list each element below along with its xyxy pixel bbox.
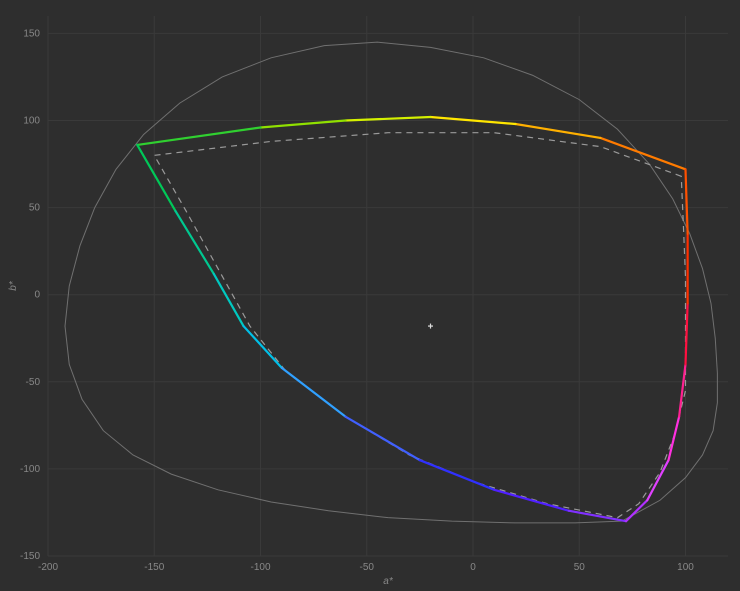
y-tick-label: -150	[20, 551, 40, 562]
plot-background	[0, 0, 740, 591]
y-tick-label: 150	[23, 28, 40, 39]
x-tick-label: 0	[470, 562, 476, 573]
x-tick-label: -100	[250, 562, 270, 573]
y-axis-label: b*	[8, 280, 19, 291]
x-tick-label: -50	[360, 562, 375, 573]
x-axis-label: a*	[383, 576, 394, 587]
x-tick-label: 100	[677, 562, 694, 573]
y-tick-label: 50	[29, 203, 41, 214]
y-tick-label: 0	[34, 290, 40, 301]
y-tick-label: -100	[20, 464, 40, 475]
y-tick-label: 100	[23, 116, 40, 127]
y-tick-label: -50	[26, 377, 41, 388]
gamut-chart: -200-150-100-50050100-150-100-5005010015…	[0, 0, 740, 591]
x-tick-label: -150	[144, 562, 164, 573]
x-tick-label: 50	[574, 562, 586, 573]
x-tick-label: -200	[38, 562, 58, 573]
